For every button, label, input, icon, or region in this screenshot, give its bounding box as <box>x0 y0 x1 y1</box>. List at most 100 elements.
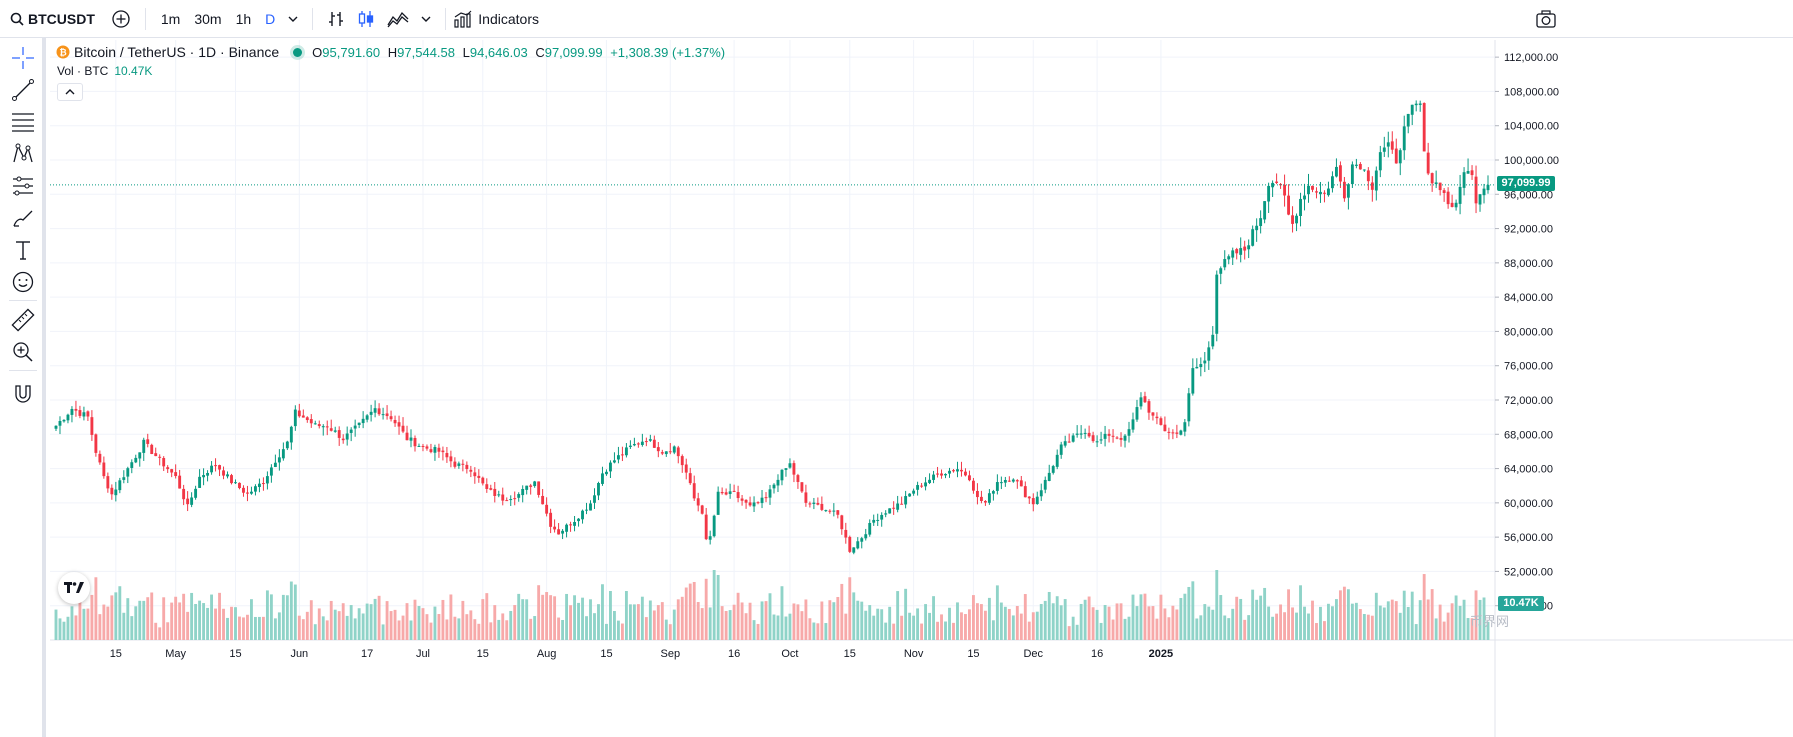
candle-body <box>1382 147 1386 152</box>
volume-bar <box>505 620 509 640</box>
symbol-title[interactable]: Bitcoin / TetherUS · 1D · Binance <box>74 44 280 60</box>
time-tick-label: May <box>165 648 186 660</box>
measure-tool[interactable] <box>9 306 37 334</box>
timeframe-d[interactable]: D <box>265 10 276 27</box>
candle-body <box>601 473 604 484</box>
bars-icon <box>329 11 344 26</box>
volume-bar <box>477 623 481 640</box>
candle-body <box>1083 432 1087 434</box>
timeframe-30m[interactable]: 30m <box>194 10 222 27</box>
horizontal-lines-icon <box>12 113 34 132</box>
candle-body <box>1099 439 1103 441</box>
candle-body <box>1446 191 1450 205</box>
price-chart[interactable]: 112,000.00 108,000.00 104,000.00 100,000.00… <box>50 40 1793 737</box>
candle-body <box>557 529 561 535</box>
candle-body <box>1079 433 1083 435</box>
candle-body <box>1187 393 1191 422</box>
top-toolbar: BTCUSDT 1m 30m 1h D Indicators <box>0 0 1793 38</box>
magnet-tool[interactable] <box>9 380 37 408</box>
indicators-button[interactable]: Indicators <box>454 0 539 38</box>
volume-bar <box>768 593 772 640</box>
candle-body <box>1231 250 1235 258</box>
volume-bar <box>1438 604 1442 640</box>
volume-bar <box>1155 618 1159 640</box>
volume-bar <box>110 595 114 640</box>
toolbar-divider <box>445 7 447 30</box>
candle-body <box>636 443 640 445</box>
candle-body <box>1003 479 1007 483</box>
volume-bar <box>896 591 900 640</box>
volume-bar <box>1223 615 1227 640</box>
time-tick-label: 15 <box>110 648 122 660</box>
volume-bar <box>569 605 572 640</box>
volume-bar <box>385 601 389 640</box>
emoji-tool[interactable] <box>9 268 37 296</box>
candle-body <box>254 486 257 492</box>
candle-body <box>206 472 210 476</box>
volume-bar <box>106 606 110 640</box>
candle-body <box>190 497 194 505</box>
compare-symbol-button[interactable] <box>105 0 137 38</box>
svg-text:₿: ₿ <box>59 48 66 59</box>
time-tick-label: 15 <box>600 648 612 660</box>
candle-body <box>321 426 325 428</box>
candle-body <box>780 469 784 481</box>
volume-label[interactable]: Vol · BTC <box>57 64 109 78</box>
candle-body <box>808 503 812 505</box>
volume-bar <box>1430 589 1434 640</box>
candle-body <box>1458 186 1462 204</box>
crosshair-tool[interactable] <box>9 44 37 72</box>
volume-bar <box>1187 586 1191 640</box>
chart-type-dropdown[interactable] <box>415 0 437 38</box>
candle-body <box>82 412 86 417</box>
trend-line-tool[interactable] <box>9 76 37 104</box>
candle-body <box>369 411 373 415</box>
brush-tool[interactable] <box>9 204 37 232</box>
volume-bar <box>134 606 138 640</box>
candle-body <box>692 483 696 499</box>
volume-bar <box>178 602 182 640</box>
fib-tool[interactable] <box>9 108 37 136</box>
timeframe-1m[interactable]: 1m <box>160 10 181 27</box>
candle-body <box>461 463 465 465</box>
candle-body <box>577 518 580 522</box>
candle-body <box>1271 182 1275 188</box>
timeframe-dropdown[interactable] <box>282 0 304 38</box>
zoom-tool[interactable] <box>9 338 37 366</box>
text-tool[interactable] <box>9 236 37 264</box>
volume-bar <box>293 584 297 640</box>
volume-bar <box>1346 589 1350 640</box>
candle-body <box>1438 182 1442 191</box>
candle-body <box>337 430 341 438</box>
candles-style-button[interactable] <box>351 0 381 38</box>
area-style-button[interactable] <box>381 0 415 38</box>
candle-body <box>365 415 369 420</box>
crosshair-icon <box>12 47 34 69</box>
price-axis: 112,000.00 108,000.00 104,000.00 100,000.00… <box>1495 52 1559 613</box>
candle-body <box>513 498 517 500</box>
candle-body <box>397 422 401 427</box>
collapse-legend-button[interactable] <box>57 83 83 101</box>
volume-bar <box>956 602 959 640</box>
pattern-tool[interactable] <box>9 140 37 168</box>
time-tick-label: Aug <box>537 648 557 660</box>
screenshot-button[interactable] <box>1536 0 1556 38</box>
bar-style-button[interactable] <box>321 0 351 38</box>
symbol-search[interactable]: BTCUSDT <box>10 0 95 38</box>
candle-body <box>333 430 337 432</box>
candle-body <box>1287 195 1290 215</box>
forecast-tool[interactable] <box>9 172 37 200</box>
candle-body <box>1043 479 1047 490</box>
volume-bar <box>585 616 588 640</box>
volume-bar <box>848 577 852 640</box>
candle-body <box>860 538 864 542</box>
candle-body <box>896 503 900 510</box>
volume-bar <box>1051 603 1055 640</box>
timeframe-1h[interactable]: 1h <box>235 10 252 27</box>
volume-bar <box>1295 612 1298 640</box>
tradingview-logo[interactable] <box>58 572 90 604</box>
candle-body <box>98 453 102 463</box>
volume-bar <box>1103 604 1107 640</box>
volume-bar <box>433 606 437 640</box>
candle-body <box>1011 479 1015 482</box>
